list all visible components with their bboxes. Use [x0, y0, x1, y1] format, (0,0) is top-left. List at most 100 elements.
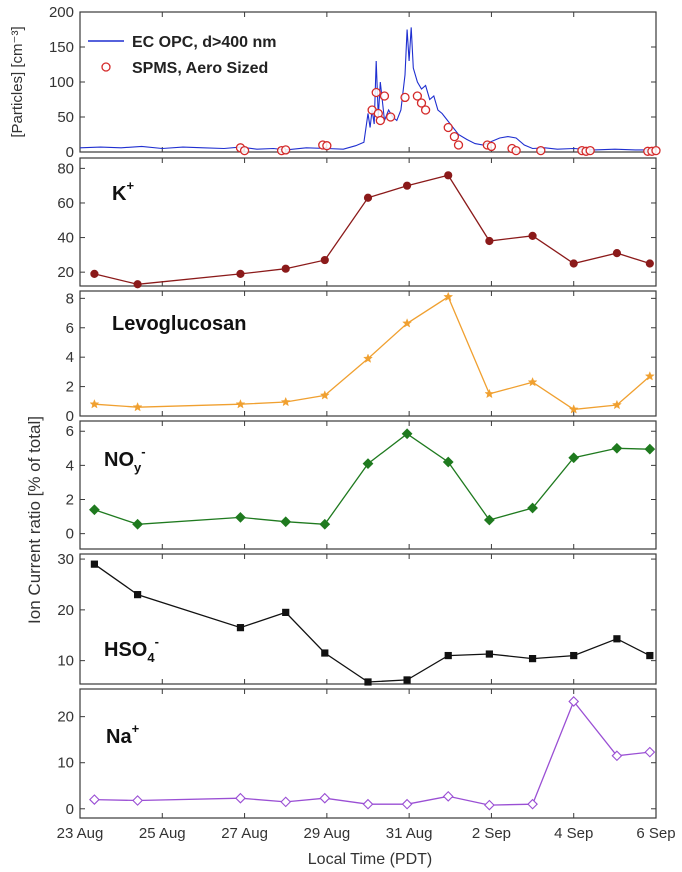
spms-point [486, 141, 497, 152]
na-point [362, 798, 374, 810]
spms-point [443, 122, 453, 133]
k-point [236, 269, 245, 278]
k-point [485, 236, 494, 246]
na-point [235, 792, 246, 804]
hso4-point [364, 678, 372, 686]
na-point [319, 792, 331, 804]
legend-label-spms: SPMS, Aero Sized [132, 60, 268, 77]
panel-frame [79, 420, 657, 550]
x-tick-label: 27 Aug [221, 825, 268, 842]
k-point [363, 193, 373, 202]
k-point [645, 259, 654, 268]
hso4-point [646, 651, 654, 660]
spms-point [511, 145, 521, 156]
panel-frame [79, 290, 657, 417]
na-point [132, 795, 143, 806]
y-tick-label: 2 [66, 492, 74, 509]
k-point [402, 181, 412, 190]
na-point [401, 798, 413, 810]
y-tick-label: 20 [57, 264, 74, 281]
y-tick-label: 20 [57, 709, 74, 726]
legend-marker-spms [101, 62, 111, 72]
panel-hso4: 10 20 30 HSO4- [57, 551, 657, 686]
na-point [483, 799, 495, 811]
y-tick-label: 4 [66, 349, 74, 366]
spms-point [239, 145, 250, 156]
legend-label-ec-opc: EC OPC, d>400 nm [132, 34, 277, 51]
na-point [644, 746, 656, 758]
series-line-ec-opc [79, 27, 656, 151]
levo-point [612, 399, 622, 410]
na-point [280, 796, 292, 808]
y-tick-label: 80 [57, 160, 74, 177]
na-point [89, 794, 100, 805]
levo-point [644, 371, 655, 381]
noy-point [235, 512, 246, 523]
spms-point [400, 92, 410, 103]
x-tick-label: 25 Aug [139, 825, 186, 842]
na-point [527, 798, 538, 810]
spms-point [412, 91, 423, 101]
y-tick-label: 100 [49, 74, 74, 91]
noy-point [483, 514, 495, 526]
na-point [611, 750, 623, 762]
y-tick-label: 0 [66, 526, 74, 543]
spms-point [385, 112, 396, 122]
y-tick-label: 8 [66, 290, 74, 307]
series-line-noy [94, 432, 650, 525]
x-tick-label: 29 Aug [303, 825, 350, 842]
y-tick-label: 60 [57, 195, 74, 212]
x-tick-label: 4 Sep [554, 825, 593, 842]
spms-point [585, 145, 595, 156]
panel-frame [79, 553, 657, 685]
panel-noy: 0 2 4 6 NOy- [66, 420, 657, 550]
x-tick-label: 6 Sep [636, 825, 675, 842]
hso4-point [134, 591, 142, 599]
k-point [612, 249, 622, 258]
na-point [442, 790, 454, 802]
hso4-point [485, 650, 493, 658]
levo-point [89, 399, 100, 409]
na-point [568, 696, 580, 707]
levo-point [319, 390, 330, 400]
levo-point [363, 353, 373, 363]
noy-point [280, 516, 292, 528]
hso4-point [236, 624, 245, 632]
panel-frame [79, 157, 657, 287]
y-tick-label: 0 [66, 144, 74, 161]
noy-species-label: NOy- [104, 444, 146, 475]
y-tick-label: 10 [57, 653, 74, 670]
particles-ylabel: [Particles] [cm⁻³] [9, 26, 26, 137]
y-tick-label: 0 [66, 801, 74, 818]
noy-point [319, 518, 331, 530]
y-tick-label: 30 [57, 551, 74, 568]
k-point [569, 259, 578, 268]
panel-na: 0 10 20 Na+ 23 Aug 25 Aug 27 Aug 29 Aug 31 Aug 2 … [57, 688, 676, 842]
spms-point [449, 131, 460, 142]
y-tick-label: 6 [66, 320, 74, 337]
k-point [320, 255, 329, 265]
spms-point [371, 87, 381, 98]
y-tick-label: 4 [66, 457, 74, 474]
levo-point [235, 399, 246, 409]
y-tick-label: 6 [66, 423, 74, 440]
levo-point [132, 402, 143, 412]
hso4-point [90, 560, 98, 568]
series-line-na [94, 700, 650, 806]
k-point [528, 231, 537, 240]
noy-point [89, 504, 100, 516]
x-tick-label: 23 Aug [57, 825, 104, 842]
spms-point [420, 105, 431, 115]
na-species-label: Na+ [106, 721, 140, 748]
k-species-label: K+ [112, 178, 134, 205]
panel-frame [79, 11, 657, 153]
hso4-species-label: HSO4- [104, 634, 159, 665]
y-tick-label: 0 [66, 408, 74, 425]
panel-frame [79, 688, 657, 819]
noy-point [527, 502, 538, 514]
spms-point [536, 145, 546, 156]
levo-point [443, 291, 454, 302]
y-tick-label: 2 [66, 379, 74, 396]
